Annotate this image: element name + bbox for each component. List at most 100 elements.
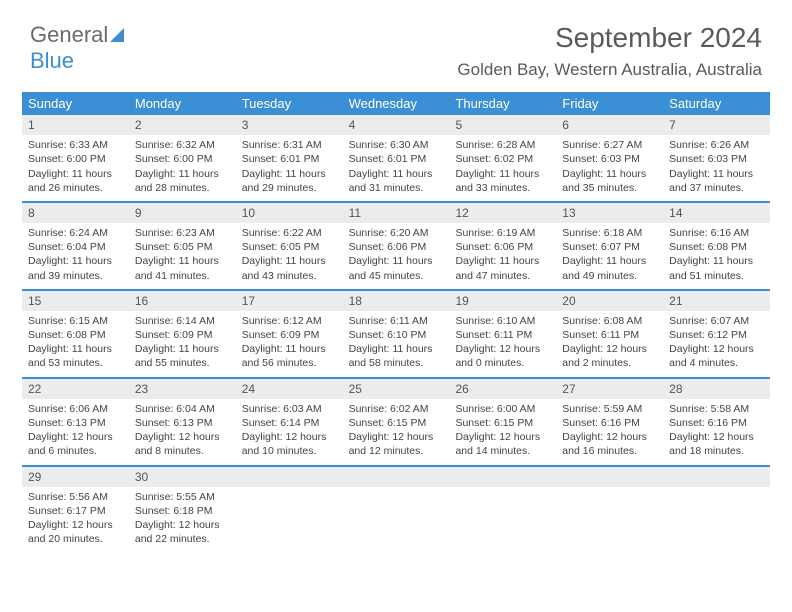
day-content: Sunrise: 6:32 AMSunset: 6:00 PMDaylight:… — [129, 135, 236, 201]
daylight-line1: Daylight: 12 hours — [562, 342, 657, 356]
page-title: September 2024 — [555, 22, 762, 54]
daylight-line1: Daylight: 11 hours — [562, 167, 657, 181]
calendar-day: 20Sunrise: 6:08 AMSunset: 6:11 PMDayligh… — [556, 291, 663, 377]
calendar-day: 10Sunrise: 6:22 AMSunset: 6:05 PMDayligh… — [236, 203, 343, 289]
sunrise-text: Sunrise: 5:55 AM — [135, 490, 230, 504]
daylight-line1: Daylight: 11 hours — [242, 167, 337, 181]
daylight-line1: Daylight: 11 hours — [242, 342, 337, 356]
sunset-text: Sunset: 6:05 PM — [135, 240, 230, 254]
sunset-text: Sunset: 6:01 PM — [349, 152, 444, 166]
sunrise-text: Sunrise: 6:10 AM — [455, 314, 550, 328]
day-number — [663, 467, 770, 487]
daylight-line1: Daylight: 11 hours — [455, 254, 550, 268]
sunset-text: Sunset: 6:11 PM — [455, 328, 550, 342]
day-number — [236, 467, 343, 487]
day-content: Sunrise: 6:03 AMSunset: 6:14 PMDaylight:… — [236, 399, 343, 465]
daylight-line2: and 14 minutes. — [455, 444, 550, 458]
sunset-text: Sunset: 6:00 PM — [28, 152, 123, 166]
day-content: Sunrise: 6:06 AMSunset: 6:13 PMDaylight:… — [22, 399, 129, 465]
daylight-line2: and 2 minutes. — [562, 356, 657, 370]
day-content: Sunrise: 6:23 AMSunset: 6:05 PMDaylight:… — [129, 223, 236, 289]
daylight-line2: and 10 minutes. — [242, 444, 337, 458]
sunset-text: Sunset: 6:06 PM — [455, 240, 550, 254]
day-content: Sunrise: 6:00 AMSunset: 6:15 PMDaylight:… — [449, 399, 556, 465]
sunset-text: Sunset: 6:18 PM — [135, 504, 230, 518]
sunrise-text: Sunrise: 6:18 AM — [562, 226, 657, 240]
daylight-line2: and 39 minutes. — [28, 269, 123, 283]
calendar-day-empty — [449, 467, 556, 553]
calendar-day: 7Sunrise: 6:26 AMSunset: 6:03 PMDaylight… — [663, 115, 770, 201]
day-content: Sunrise: 6:12 AMSunset: 6:09 PMDaylight:… — [236, 311, 343, 377]
sunset-text: Sunset: 6:15 PM — [349, 416, 444, 430]
daylight-line1: Daylight: 11 hours — [242, 254, 337, 268]
day-content: Sunrise: 6:20 AMSunset: 6:06 PMDaylight:… — [343, 223, 450, 289]
calendar-day-empty — [236, 467, 343, 553]
sunrise-text: Sunrise: 6:19 AM — [455, 226, 550, 240]
day-number: 24 — [236, 379, 343, 399]
daylight-line1: Daylight: 12 hours — [135, 518, 230, 532]
sunrise-text: Sunrise: 6:14 AM — [135, 314, 230, 328]
weekday-header: Wednesday — [343, 92, 450, 115]
calendar-day: 5Sunrise: 6:28 AMSunset: 6:02 PMDaylight… — [449, 115, 556, 201]
logo-text1: General — [30, 22, 108, 47]
day-number: 23 — [129, 379, 236, 399]
daylight-line1: Daylight: 11 hours — [349, 167, 444, 181]
logo: General Blue — [30, 22, 130, 74]
daylight-line2: and 37 minutes. — [669, 181, 764, 195]
day-number: 21 — [663, 291, 770, 311]
sunrise-text: Sunrise: 6:27 AM — [562, 138, 657, 152]
sunrise-text: Sunrise: 5:56 AM — [28, 490, 123, 504]
day-content: Sunrise: 6:11 AMSunset: 6:10 PMDaylight:… — [343, 311, 450, 377]
day-number: 11 — [343, 203, 450, 223]
sunrise-text: Sunrise: 6:30 AM — [349, 138, 444, 152]
calendar-day-empty — [663, 467, 770, 553]
sunset-text: Sunset: 6:04 PM — [28, 240, 123, 254]
daylight-line2: and 29 minutes. — [242, 181, 337, 195]
calendar-day: 29Sunrise: 5:56 AMSunset: 6:17 PMDayligh… — [22, 467, 129, 553]
logo-text2: Blue — [30, 48, 74, 73]
day-content: Sunrise: 6:14 AMSunset: 6:09 PMDaylight:… — [129, 311, 236, 377]
day-number: 28 — [663, 379, 770, 399]
day-number: 26 — [449, 379, 556, 399]
daylight-line2: and 53 minutes. — [28, 356, 123, 370]
day-content — [343, 487, 450, 547]
day-number: 22 — [22, 379, 129, 399]
day-content: Sunrise: 6:15 AMSunset: 6:08 PMDaylight:… — [22, 311, 129, 377]
sunrise-text: Sunrise: 6:32 AM — [135, 138, 230, 152]
calendar-day: 30Sunrise: 5:55 AMSunset: 6:18 PMDayligh… — [129, 467, 236, 553]
day-number: 27 — [556, 379, 663, 399]
day-content — [556, 487, 663, 547]
calendar-day: 8Sunrise: 6:24 AMSunset: 6:04 PMDaylight… — [22, 203, 129, 289]
sunrise-text: Sunrise: 6:12 AM — [242, 314, 337, 328]
calendar-week-row: 22Sunrise: 6:06 AMSunset: 6:13 PMDayligh… — [22, 379, 770, 467]
calendar-day: 28Sunrise: 5:58 AMSunset: 6:16 PMDayligh… — [663, 379, 770, 465]
sunset-text: Sunset: 6:02 PM — [455, 152, 550, 166]
daylight-line2: and 26 minutes. — [28, 181, 123, 195]
daylight-line2: and 45 minutes. — [349, 269, 444, 283]
day-number: 5 — [449, 115, 556, 135]
sunrise-text: Sunrise: 6:15 AM — [28, 314, 123, 328]
day-number: 3 — [236, 115, 343, 135]
day-content: Sunrise: 6:26 AMSunset: 6:03 PMDaylight:… — [663, 135, 770, 201]
sunset-text: Sunset: 6:06 PM — [349, 240, 444, 254]
sunrise-text: Sunrise: 6:06 AM — [28, 402, 123, 416]
daylight-line2: and 6 minutes. — [28, 444, 123, 458]
day-number: 18 — [343, 291, 450, 311]
daylight-line2: and 35 minutes. — [562, 181, 657, 195]
daylight-line2: and 18 minutes. — [669, 444, 764, 458]
day-content — [663, 487, 770, 547]
calendar-day: 17Sunrise: 6:12 AMSunset: 6:09 PMDayligh… — [236, 291, 343, 377]
calendar-day: 24Sunrise: 6:03 AMSunset: 6:14 PMDayligh… — [236, 379, 343, 465]
sunrise-text: Sunrise: 5:59 AM — [562, 402, 657, 416]
daylight-line2: and 33 minutes. — [455, 181, 550, 195]
day-number: 4 — [343, 115, 450, 135]
daylight-line2: and 51 minutes. — [669, 269, 764, 283]
day-number — [449, 467, 556, 487]
calendar-day: 15Sunrise: 6:15 AMSunset: 6:08 PMDayligh… — [22, 291, 129, 377]
calendar-day: 27Sunrise: 5:59 AMSunset: 6:16 PMDayligh… — [556, 379, 663, 465]
day-content: Sunrise: 5:56 AMSunset: 6:17 PMDaylight:… — [22, 487, 129, 553]
daylight-line1: Daylight: 11 hours — [135, 167, 230, 181]
daylight-line2: and 4 minutes. — [669, 356, 764, 370]
day-content: Sunrise: 6:24 AMSunset: 6:04 PMDaylight:… — [22, 223, 129, 289]
daylight-line1: Daylight: 11 hours — [28, 342, 123, 356]
